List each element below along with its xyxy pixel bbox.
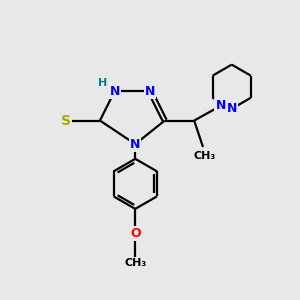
Text: N: N [110,85,120,98]
Text: S: S [61,114,71,128]
Text: N: N [145,85,155,98]
Text: CH₃: CH₃ [124,258,146,268]
Text: H: H [98,78,107,88]
Text: N: N [215,99,226,112]
Text: N: N [130,138,140,151]
Text: O: O [130,227,141,240]
Text: CH₃: CH₃ [193,152,216,161]
Text: N: N [226,102,237,115]
